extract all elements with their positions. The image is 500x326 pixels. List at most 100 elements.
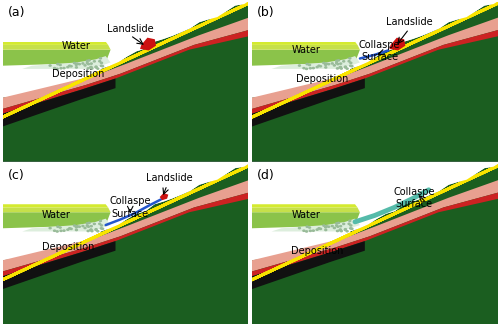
Circle shape xyxy=(94,61,96,62)
Circle shape xyxy=(340,226,342,227)
Polygon shape xyxy=(116,118,500,326)
Circle shape xyxy=(68,228,70,229)
Polygon shape xyxy=(0,0,350,180)
Polygon shape xyxy=(0,0,454,132)
Polygon shape xyxy=(0,0,364,174)
Circle shape xyxy=(100,220,102,222)
Polygon shape xyxy=(2,79,116,126)
Polygon shape xyxy=(2,42,108,45)
Circle shape xyxy=(95,67,97,68)
Circle shape xyxy=(87,230,89,231)
Polygon shape xyxy=(2,156,253,231)
Circle shape xyxy=(308,64,310,66)
Polygon shape xyxy=(252,156,355,204)
Circle shape xyxy=(70,228,72,230)
Circle shape xyxy=(76,226,78,227)
Polygon shape xyxy=(0,76,441,301)
Circle shape xyxy=(49,228,51,229)
Circle shape xyxy=(68,65,70,67)
Circle shape xyxy=(95,66,97,67)
Text: (d): (d) xyxy=(257,169,274,182)
Circle shape xyxy=(346,68,348,69)
Polygon shape xyxy=(22,219,110,231)
Circle shape xyxy=(95,229,97,230)
Circle shape xyxy=(336,223,338,224)
Circle shape xyxy=(308,227,310,228)
Polygon shape xyxy=(140,38,156,51)
Circle shape xyxy=(351,228,353,230)
Circle shape xyxy=(338,60,340,61)
Polygon shape xyxy=(220,70,500,295)
Circle shape xyxy=(336,225,338,226)
Circle shape xyxy=(84,65,86,66)
Polygon shape xyxy=(252,79,365,126)
Polygon shape xyxy=(252,207,360,212)
Polygon shape xyxy=(142,0,500,168)
Polygon shape xyxy=(168,94,500,319)
Circle shape xyxy=(336,230,338,231)
Polygon shape xyxy=(0,0,428,144)
Text: Water: Water xyxy=(62,41,90,52)
Polygon shape xyxy=(252,161,500,324)
Circle shape xyxy=(57,64,59,65)
Circle shape xyxy=(54,230,56,231)
Circle shape xyxy=(340,63,342,64)
Polygon shape xyxy=(220,0,500,132)
Circle shape xyxy=(320,66,322,67)
Circle shape xyxy=(320,228,322,230)
Polygon shape xyxy=(252,42,358,45)
Polygon shape xyxy=(0,0,376,168)
Circle shape xyxy=(63,67,65,69)
Polygon shape xyxy=(194,0,500,144)
Circle shape xyxy=(97,68,99,69)
Polygon shape xyxy=(2,191,253,276)
Circle shape xyxy=(338,222,340,224)
Polygon shape xyxy=(208,76,500,301)
Circle shape xyxy=(332,225,334,227)
Circle shape xyxy=(348,223,350,225)
Polygon shape xyxy=(0,0,389,162)
Circle shape xyxy=(328,64,330,65)
Polygon shape xyxy=(233,0,500,126)
Circle shape xyxy=(76,63,78,64)
Polygon shape xyxy=(272,56,360,69)
Circle shape xyxy=(318,228,320,229)
Circle shape xyxy=(57,226,59,227)
Circle shape xyxy=(346,230,348,232)
Circle shape xyxy=(84,227,86,229)
Polygon shape xyxy=(0,70,454,295)
Circle shape xyxy=(303,230,305,231)
Circle shape xyxy=(344,67,346,68)
Polygon shape xyxy=(2,0,253,69)
Polygon shape xyxy=(252,45,360,50)
Circle shape xyxy=(78,226,80,227)
Circle shape xyxy=(74,62,76,64)
Polygon shape xyxy=(0,88,415,313)
Circle shape xyxy=(100,65,102,67)
Text: Landslide: Landslide xyxy=(107,24,154,34)
Circle shape xyxy=(86,62,88,64)
Circle shape xyxy=(318,65,320,67)
Circle shape xyxy=(90,226,92,227)
Circle shape xyxy=(310,230,312,231)
Circle shape xyxy=(312,230,314,231)
Circle shape xyxy=(312,67,314,69)
Circle shape xyxy=(82,225,84,227)
Polygon shape xyxy=(2,50,110,66)
Circle shape xyxy=(350,62,352,64)
Polygon shape xyxy=(130,0,500,174)
Polygon shape xyxy=(208,0,500,138)
Polygon shape xyxy=(182,0,500,150)
Circle shape xyxy=(95,229,97,230)
Circle shape xyxy=(88,64,90,65)
Circle shape xyxy=(350,225,352,226)
Polygon shape xyxy=(0,0,467,126)
Polygon shape xyxy=(390,38,406,51)
Circle shape xyxy=(306,226,308,227)
Polygon shape xyxy=(2,0,106,42)
Circle shape xyxy=(90,229,92,230)
Polygon shape xyxy=(0,64,467,289)
Polygon shape xyxy=(272,219,360,231)
Circle shape xyxy=(337,64,339,65)
Circle shape xyxy=(94,223,96,225)
